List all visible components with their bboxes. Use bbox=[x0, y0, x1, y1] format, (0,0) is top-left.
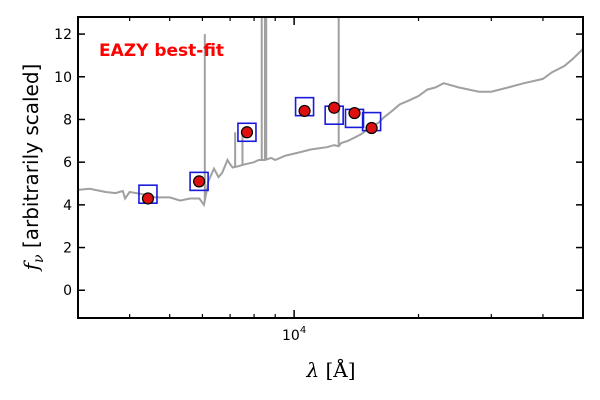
y-tick-label: 6 bbox=[63, 155, 72, 171]
y-tick-label: 12 bbox=[54, 27, 72, 43]
photometry-point bbox=[328, 101, 341, 114]
y-tick-label: 8 bbox=[63, 112, 72, 128]
photometry-point bbox=[192, 175, 206, 188]
photometry-point bbox=[141, 192, 155, 205]
model-spectrum-line bbox=[78, 48, 583, 208]
model-flux-square bbox=[189, 171, 209, 192]
plot-area bbox=[78, 17, 583, 208]
photometry-point bbox=[240, 126, 254, 139]
y-axis-label: fν [arbitrarily scaled] bbox=[19, 64, 47, 273]
plot-frame bbox=[77, 16, 584, 319]
photometry-point bbox=[298, 104, 311, 118]
eazy-label: EAZY best-fit bbox=[99, 41, 224, 61]
y-tick-label: 2 bbox=[63, 241, 72, 257]
y-tick-label: 0 bbox=[63, 283, 72, 299]
x-tick-label: 104 bbox=[282, 325, 306, 344]
plot-contents bbox=[78, 17, 583, 208]
x-axis-label: λ [Å] bbox=[305, 357, 355, 382]
x-tick-labels: 104 bbox=[282, 325, 306, 344]
photometry-point bbox=[348, 106, 361, 120]
y-tick-label: 4 bbox=[63, 198, 72, 214]
photometry-point bbox=[365, 121, 378, 135]
y-tick-label: 10 bbox=[54, 70, 72, 86]
model-flux-square bbox=[237, 122, 257, 143]
